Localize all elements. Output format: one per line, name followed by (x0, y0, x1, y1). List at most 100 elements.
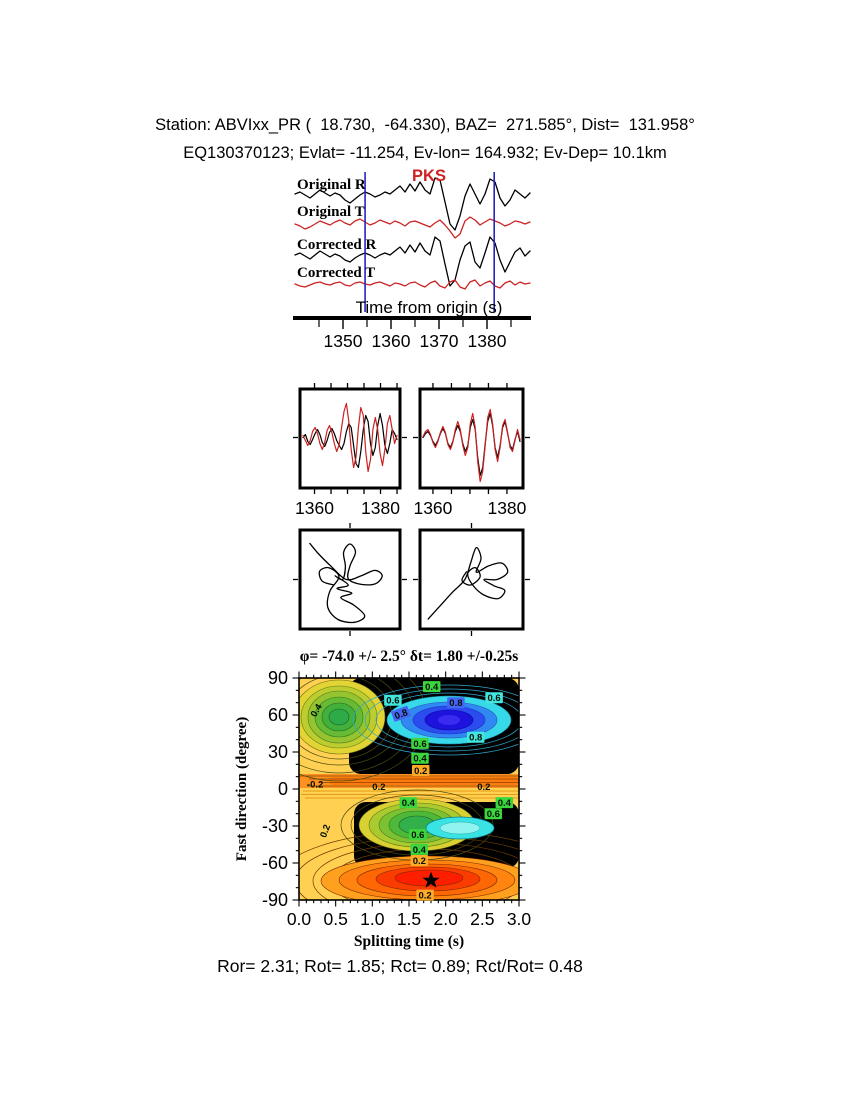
contour-level-label: 0.4 (495, 797, 514, 809)
contour-label-chip (411, 752, 429, 764)
trace-original-r (294, 177, 531, 231)
contour-label-text: 0.2 (418, 891, 431, 902)
contour-label-chip (411, 737, 429, 749)
contour-level-label: 0.8 (391, 705, 411, 722)
contour-label-text: 0.4 (425, 682, 439, 693)
contour-label-chip (411, 765, 430, 776)
contour-label-chip (409, 829, 427, 841)
contour-label-text: 0.4 (402, 798, 416, 809)
contour-x-tick-label: 0.5 (324, 909, 348, 929)
contour-label-text: 0.6 (386, 696, 399, 707)
contour-field (299, 678, 519, 900)
contour-label-text: 0.4 (413, 845, 427, 856)
contour-label-text: 0.8 (393, 707, 409, 722)
contour-y-tick-label: -30 (262, 816, 288, 836)
time-axis-tick-label: 1380 (468, 331, 507, 351)
contour-label-text: 0.8 (449, 698, 462, 709)
trace-corrected-t (294, 279, 531, 290)
contour-label-text: 0.2 (477, 782, 490, 793)
contour-level-label: 0.6 (409, 829, 427, 841)
contour-level-label: 0.4 (410, 843, 429, 856)
time-axis-tick-label: 1350 (324, 331, 363, 351)
station-header-line: Station: ABVIxx_PR ( 18.730, -64.330), B… (155, 116, 695, 134)
contour-panel: 0.0 0.5 1.0 1.5 2.0 2.5 3.0 90 60 30 0 -30 -60 -90 0.4… (262, 668, 531, 929)
particle-motion-path (427, 546, 509, 620)
contour-label-chip (484, 808, 503, 820)
window-box-tick-label: 1360 (295, 498, 334, 518)
window-panel-corrected-window: 1360 1380 (413, 383, 530, 518)
trace-label: Corrected T (297, 265, 375, 281)
contour-level-label: 0.6 (384, 694, 402, 707)
best-fit-star (422, 871, 440, 888)
contour-label-chip (422, 681, 441, 693)
trace-label: Corrected R (297, 237, 376, 253)
contour-level-label: 0.4 (422, 681, 441, 693)
contour-xaxis-label: Splitting time (s) (353, 933, 465, 950)
contour-label-chip (399, 797, 418, 809)
particle-motion-corrected (413, 523, 530, 636)
particle-box (418, 528, 525, 631)
window-panel-uncorrected-window: 1360 1380 (293, 383, 407, 518)
contour-x-tick-label: 3.0 (507, 909, 532, 929)
particle-motion-original (293, 523, 407, 636)
time-axis-tick-label: 1360 (372, 331, 411, 351)
contour-level-label: 0.2 (411, 765, 430, 777)
contour-label-text: 0.8 (469, 733, 482, 744)
star-icon (422, 871, 440, 888)
time-axis-title: Time from origin (s) (356, 298, 503, 317)
contour-level-label: 0.2 (477, 782, 490, 793)
contour-orange-band-core (329, 777, 519, 785)
contour-label-text: 0.2 (372, 782, 385, 793)
contour-level-label: -0.2 (307, 780, 323, 791)
contour-y-tick-label: 90 (268, 668, 288, 688)
seismogram-panel: Original R Original T Corrected R Corrected… (293, 167, 531, 351)
contour-level-label: 0.8 (466, 731, 485, 744)
contour-label-text: 0.6 (413, 739, 426, 750)
trace-corrected-r (294, 236, 531, 287)
contour-label-text: 0.6 (411, 830, 424, 841)
contour-level-label: 0.4 (399, 797, 418, 809)
contour-label-text: -0.2 (307, 780, 323, 791)
contour-level-label: 0.2 (372, 782, 385, 793)
contour-level-label: 0.2 (318, 823, 333, 839)
contour-label-chip (447, 697, 465, 709)
contour-x-tick-label: 1.5 (397, 909, 421, 929)
contour-level-label: 0.6 (411, 737, 429, 750)
dynamic-chart-layer: Original R Original T Corrected R Corrected… (262, 167, 531, 929)
contour-label-text: 0.4 (413, 754, 427, 765)
trace-original-t (294, 216, 531, 239)
contour-level-label: 0.6 (484, 808, 503, 820)
contour-label-text: 0.6 (487, 693, 500, 704)
trace-label: Original T (297, 204, 365, 220)
contour-lines-orange-band (299, 775, 519, 787)
contour-label-chip (485, 692, 503, 704)
contour-label-text: 0.2 (318, 823, 333, 839)
contour-label-chip (466, 731, 485, 743)
window-box (418, 387, 525, 490)
contour-label-text: 0.4 (498, 798, 512, 809)
contour-level-label: 0.8 (447, 697, 465, 709)
contour-label-text: 0.2 (413, 856, 426, 867)
contour-cyan-ellipse (425, 816, 495, 840)
contour-label-chip (391, 705, 411, 722)
contour-label-text: 0.6 (487, 809, 500, 820)
time-axis-tick-label: 1370 (420, 331, 459, 351)
contour-level-label: 0.2 (410, 855, 429, 867)
contour-rings-blue-system (352, 684, 519, 756)
contour-title: φ= -74.0 +/- 2.5° δt= 1.80 +/-0.25s (299, 648, 519, 665)
window-trace-t (302, 402, 398, 473)
contour-yaxis-label: Fast direction (degree) (234, 716, 250, 862)
contour-y-tick-label: -90 (262, 890, 288, 910)
contour-blue-system (386, 695, 512, 745)
contour-label-text: 0.2 (414, 766, 427, 777)
contour-label-chip (410, 843, 429, 855)
window-trace-r (302, 412, 398, 469)
contour-level-label: 0.6 (485, 692, 503, 704)
window-box-tick-label: 1360 (413, 498, 452, 518)
contour-x-tick-label: 1.0 (360, 909, 385, 929)
contour-green-system-upper (299, 679, 386, 755)
contour-level-label: 0.2 (416, 889, 434, 902)
contour-label-chip (495, 797, 514, 809)
